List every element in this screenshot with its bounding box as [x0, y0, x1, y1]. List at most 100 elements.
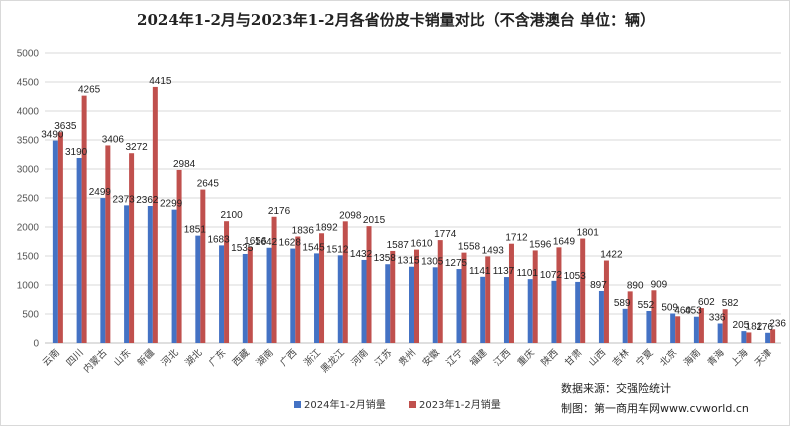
data-label: 205 [733, 320, 750, 331]
data-label: 1493 [482, 245, 505, 256]
data-label: 2499 [89, 187, 112, 198]
category-label: 新疆 [135, 346, 157, 368]
y-tick-label: 4000 [17, 107, 40, 118]
data-label: 1836 [292, 226, 315, 237]
y-tick-label: 1500 [17, 252, 40, 263]
data-label: 2645 [197, 179, 220, 190]
legend-label: 2024年1-2月销量 [304, 398, 386, 411]
bar-2023 [271, 216, 277, 343]
data-label: 890 [627, 280, 644, 291]
category-label: 海南 [681, 347, 703, 369]
category-label: 西藏 [230, 346, 252, 368]
data-label: 3490 [41, 130, 64, 141]
data-label: 1305 [421, 256, 444, 267]
category-label: 湖北 [183, 347, 205, 369]
y-tick-label: 500 [22, 310, 39, 321]
category-label: 甘肃 [562, 347, 584, 369]
bar-2024 [124, 205, 130, 343]
data-label: 1315 [397, 256, 420, 267]
data-label: 1512 [326, 244, 349, 255]
category-label: 贵州 [396, 347, 418, 369]
bar-2023 [390, 250, 396, 343]
bar-2023 [414, 249, 419, 343]
category-label: 山西 [587, 347, 608, 368]
bar-2024 [598, 290, 604, 343]
bar-2023 [722, 309, 728, 343]
y-tick-label: 5000 [17, 49, 40, 60]
bar-2024 [765, 332, 771, 343]
bar-2023 [152, 86, 158, 344]
bar-2023 [627, 291, 633, 343]
data-label: 2015 [363, 215, 386, 226]
data-label: 2098 [339, 210, 362, 221]
category-label: 吉林 [610, 346, 632, 368]
legend-swatch [294, 401, 301, 408]
data-label: 509 [661, 302, 678, 313]
data-label: 336 [709, 313, 726, 324]
bar-2023 [675, 316, 681, 343]
data-label: 1596 [529, 239, 552, 250]
bar-2023 [200, 189, 206, 343]
data-label: 4415 [149, 76, 172, 87]
bar-2023 [437, 240, 443, 343]
data-label: 2299 [160, 199, 183, 210]
bar-2024 [219, 245, 225, 343]
y-tick-label: 2500 [17, 194, 40, 205]
data-label: 1610 [410, 239, 433, 250]
category-label: 广东 [206, 347, 228, 369]
data-label: 3272 [125, 142, 148, 153]
bar-2023 [746, 332, 752, 343]
category-label: 江西 [492, 347, 513, 368]
bar-2024 [480, 276, 486, 343]
bar-2023 [508, 243, 514, 343]
data-label: 1628 [279, 238, 302, 249]
bar-2024 [432, 267, 438, 343]
bar-2024 [527, 279, 533, 343]
category-label: 江苏 [372, 346, 394, 368]
bar-2023 [295, 236, 301, 343]
bar-2023 [770, 329, 776, 343]
category-label: 安徽 [420, 346, 442, 368]
chart-title: 2024年1-2月与2023年1-2月各省份皮卡销量对比（不含港澳台 单位：辆） [137, 11, 655, 29]
legend-label: 2023年1-2月销量 [419, 398, 501, 411]
category-label: 上海 [729, 346, 751, 368]
bar-2024 [52, 140, 58, 343]
data-label: 1851 [184, 225, 207, 236]
data-label: 2362 [136, 195, 159, 206]
category-label: 宁夏 [634, 346, 656, 368]
data-label: 1358 [374, 253, 397, 264]
data-label: 897 [590, 280, 607, 291]
category-label: 重庆 [515, 346, 537, 368]
source-text: 数据来源：交强险统计 [561, 381, 671, 395]
category-label: 北京 [657, 347, 679, 369]
bar-2024 [575, 281, 581, 343]
data-label: 2100 [220, 210, 243, 221]
bar-2023 [532, 250, 538, 343]
data-label: 1137 [493, 266, 515, 277]
data-label: 909 [651, 279, 668, 290]
bar-2024 [646, 310, 652, 343]
data-label: 2176 [268, 206, 291, 217]
bar-2023 [129, 153, 135, 343]
data-label: 3190 [65, 147, 88, 158]
data-label: 1587 [387, 240, 410, 251]
bar-2024 [242, 253, 248, 343]
bar-2024 [409, 266, 414, 343]
y-tick-label: 2000 [17, 223, 40, 234]
bar-2024 [670, 313, 676, 343]
data-label: 602 [698, 297, 715, 308]
bar-2023 [556, 247, 562, 343]
bars [52, 86, 776, 344]
bar-2023 [105, 145, 111, 343]
y-axis: 0 500 1000 1500 2000 2500 3000 3500 4000 4500 5000 [17, 49, 781, 350]
data-label: 1275 [445, 258, 468, 269]
category-label: 辽宁 [444, 347, 466, 369]
data-label: 1535 [231, 243, 254, 254]
data-label: 176 [756, 322, 773, 333]
bar-2023 [366, 226, 372, 343]
data-label: 1072 [540, 270, 563, 281]
bar-2024 [717, 323, 723, 343]
data-label: 1712 [505, 233, 528, 244]
